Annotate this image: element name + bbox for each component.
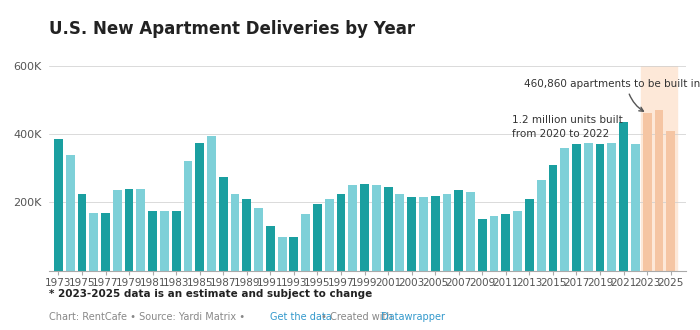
Bar	[78, 194, 86, 271]
Bar	[242, 199, 251, 271]
Text: 1.2 million units built
from 2020 to 2022: 1.2 million units built from 2020 to 202…	[512, 115, 622, 140]
Bar	[207, 136, 216, 271]
Bar	[254, 208, 263, 271]
Bar	[278, 237, 286, 271]
Bar	[478, 219, 486, 271]
Text: Get the data: Get the data	[270, 312, 331, 322]
Bar	[430, 196, 440, 271]
Bar	[384, 187, 393, 271]
Bar	[195, 143, 204, 271]
Bar	[313, 204, 322, 271]
Bar	[172, 211, 181, 271]
Bar	[584, 143, 593, 271]
Bar	[560, 148, 569, 271]
Bar	[525, 199, 534, 271]
Bar	[407, 197, 416, 271]
Bar	[395, 194, 405, 271]
Bar	[219, 177, 228, 271]
Bar	[148, 211, 157, 271]
Text: Datawrapper: Datawrapper	[382, 312, 445, 322]
Bar	[101, 213, 110, 271]
Text: • Created with: • Created with	[318, 312, 396, 322]
Bar	[640, 66, 677, 271]
Bar	[572, 145, 581, 271]
Text: Chart: RentCafe • Source: Yardi Matrix •: Chart: RentCafe • Source: Yardi Matrix •	[49, 312, 248, 322]
Bar	[442, 194, 452, 271]
Bar	[360, 183, 369, 271]
Bar	[643, 114, 652, 271]
Bar	[66, 155, 75, 271]
Bar	[325, 199, 334, 271]
Text: 460,860 apartments to be built in 2023: 460,860 apartments to be built in 2023	[524, 79, 700, 111]
Bar	[513, 211, 522, 271]
Bar	[90, 213, 98, 271]
Bar	[549, 165, 557, 271]
Bar	[160, 211, 169, 271]
Bar	[454, 190, 463, 271]
Bar	[266, 226, 275, 271]
Bar	[608, 143, 616, 271]
Bar	[183, 161, 192, 271]
Bar	[419, 197, 428, 271]
Bar	[113, 190, 122, 271]
Bar	[631, 145, 640, 271]
Bar	[136, 189, 146, 271]
Bar	[620, 122, 628, 271]
Bar	[537, 180, 545, 271]
Bar	[349, 185, 357, 271]
Bar	[290, 237, 298, 271]
Text: * 2023-2025 data is an estimate and subject to change: * 2023-2025 data is an estimate and subj…	[49, 289, 372, 299]
Bar	[501, 214, 510, 271]
Bar	[230, 194, 239, 271]
Bar	[466, 192, 475, 271]
Bar	[654, 110, 664, 271]
Bar	[666, 131, 675, 271]
Text: U.S. New Apartment Deliveries by Year: U.S. New Apartment Deliveries by Year	[49, 20, 415, 38]
Bar	[372, 185, 381, 271]
Bar	[337, 194, 345, 271]
Bar	[301, 214, 310, 271]
Bar	[125, 189, 134, 271]
Bar	[490, 216, 498, 271]
Bar	[54, 139, 63, 271]
Bar	[596, 145, 605, 271]
